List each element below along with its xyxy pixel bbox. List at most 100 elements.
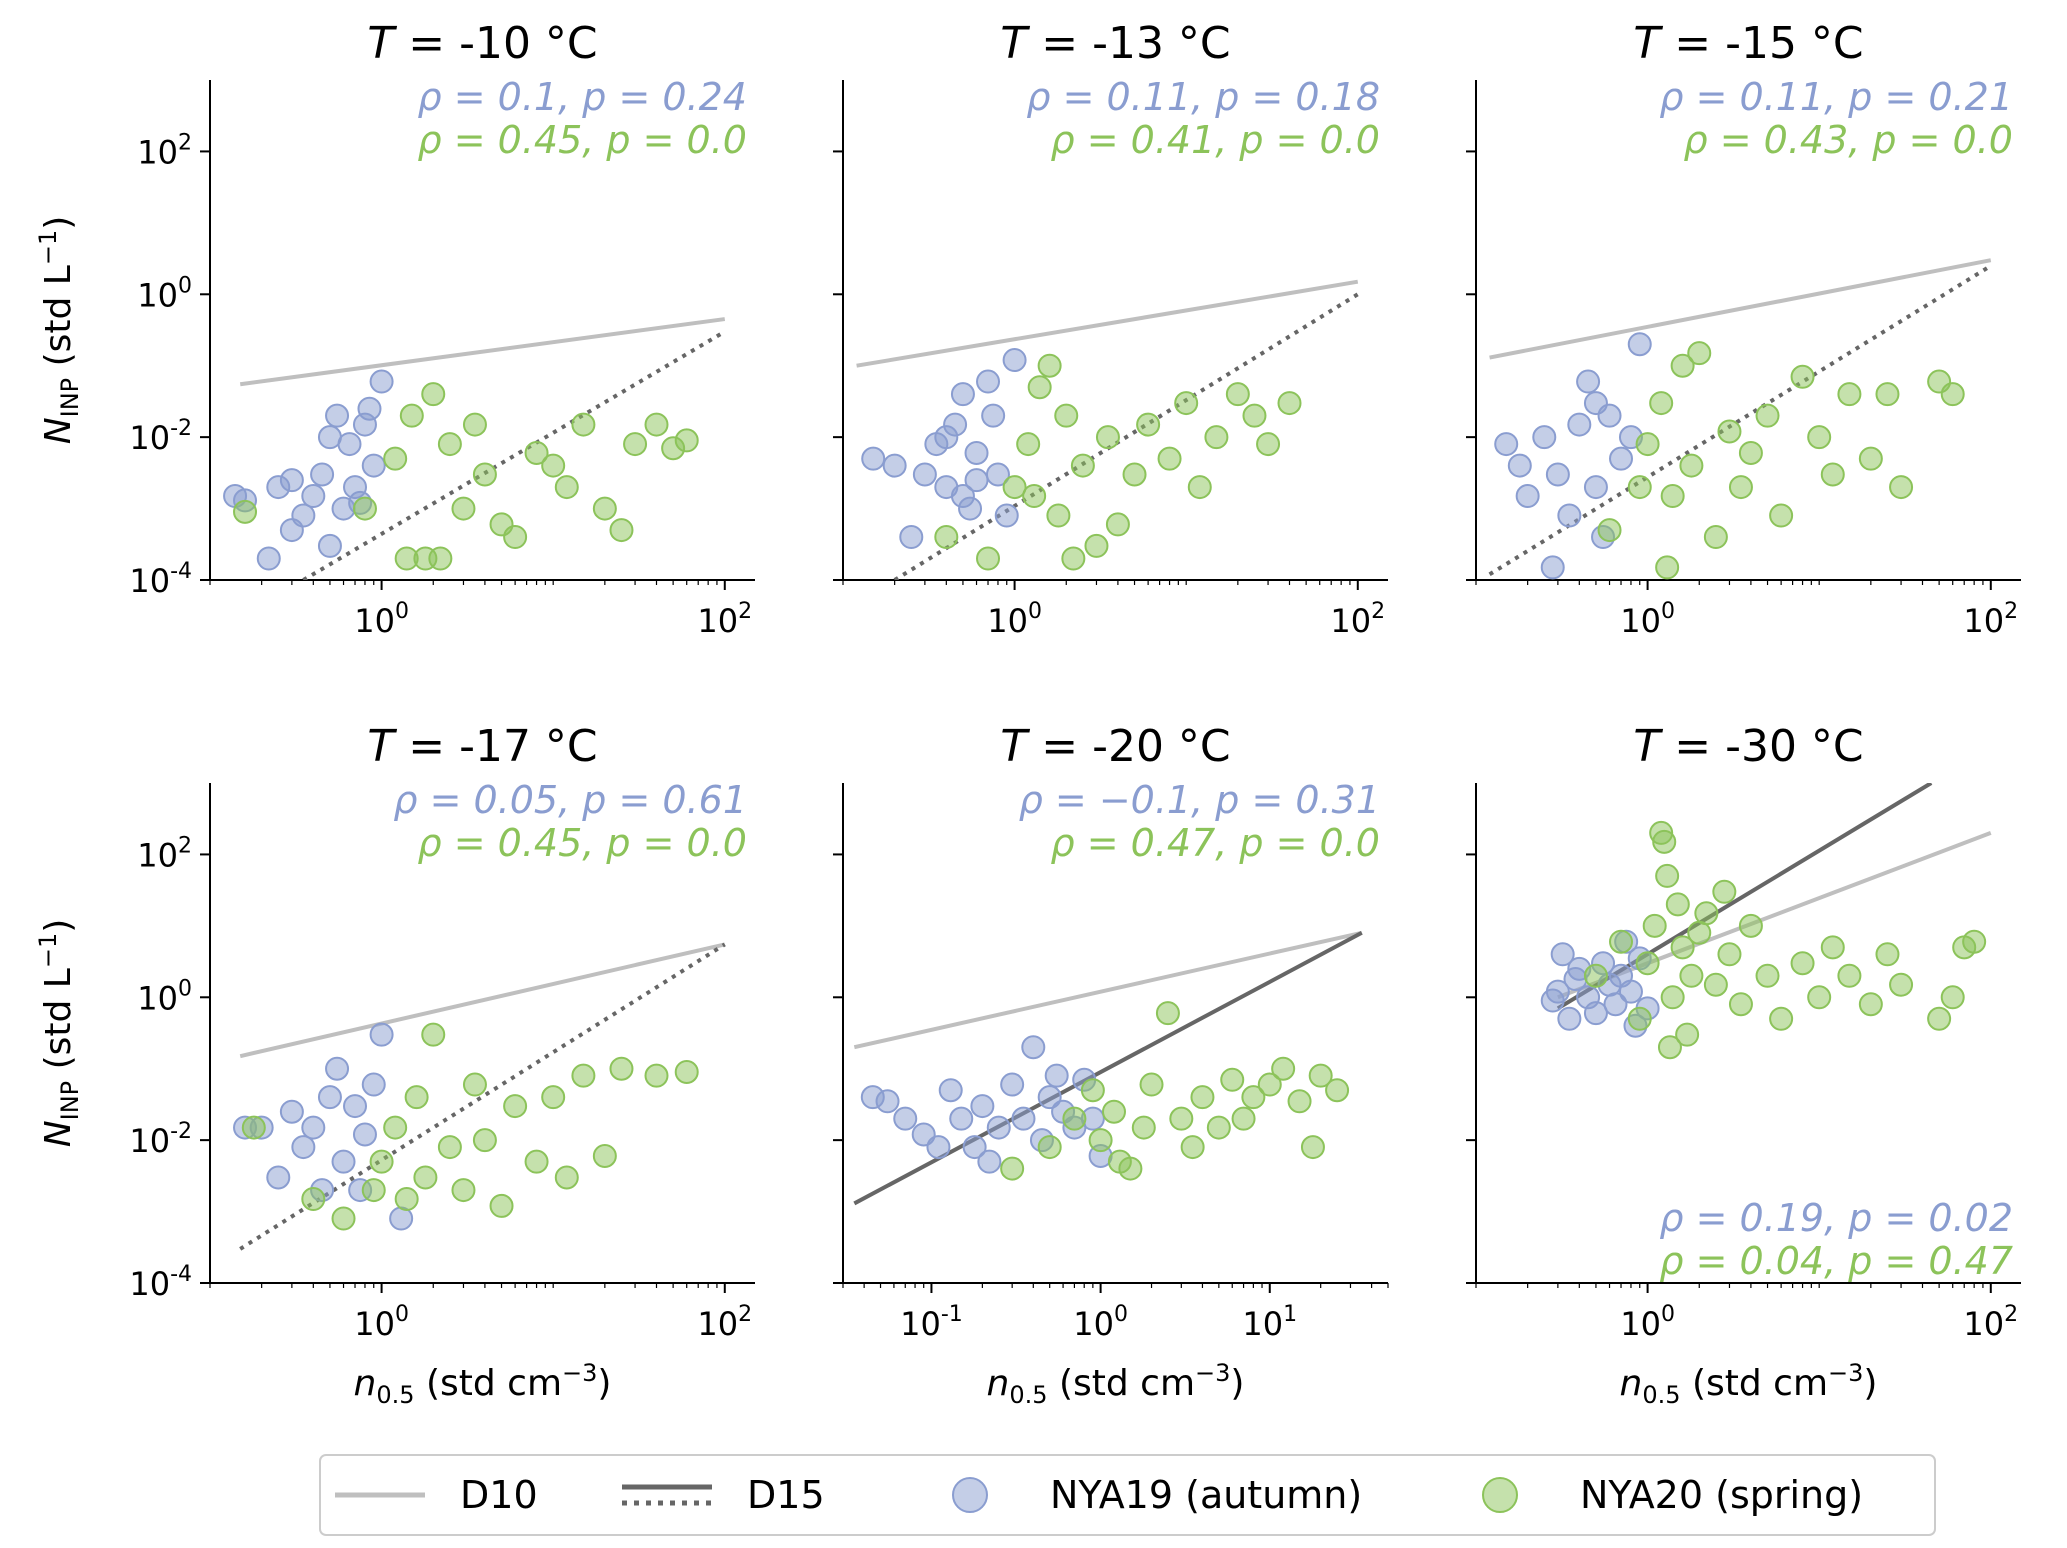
spring-point	[1660, 483, 1685, 508]
spring-point	[1807, 425, 1832, 450]
autumn-point	[256, 546, 281, 571]
spring-point	[1875, 382, 1900, 407]
autumn-point	[875, 1089, 900, 1114]
autumn-point	[1563, 967, 1588, 992]
x-tick-label: 102	[1963, 1302, 2018, 1343]
spring-point	[1180, 1135, 1205, 1160]
spring-point	[1927, 1006, 1952, 1031]
spring-point	[1157, 446, 1182, 471]
spring-point	[383, 1115, 408, 1140]
autumn-point	[357, 396, 382, 421]
autumn-point	[1540, 988, 1565, 1013]
spring-point	[394, 546, 419, 571]
autumn-point	[1002, 348, 1027, 373]
panel-title-value: = -20 °C	[1027, 721, 1230, 772]
x-label-sub: 0.5	[376, 1381, 414, 1409]
y-axis-label-group: NINP (std L−1)	[34, 919, 84, 1148]
reference-lines	[1488, 258, 1992, 577]
spring-point	[1002, 475, 1027, 500]
autumn-point	[352, 1122, 377, 1147]
spring-point	[1670, 353, 1695, 378]
spring-point	[1694, 901, 1719, 926]
autumn-point	[1515, 483, 1540, 508]
panel-title-value: = -30 °C	[1660, 721, 1863, 772]
spring-point	[1820, 935, 1845, 960]
spring-point	[1300, 1135, 1325, 1160]
y-label-unit: (std L	[38, 968, 79, 1081]
spring-point	[1204, 425, 1229, 450]
y-tick-base: 10	[129, 1122, 170, 1160]
spring-point	[451, 1178, 476, 1203]
x-tick-label: 100	[1620, 1302, 1675, 1343]
spring-point	[1095, 425, 1120, 450]
spring-point	[1037, 353, 1062, 378]
x-tick-label: 102	[1330, 599, 1385, 640]
stat-text: ρ = −0.1, p = 0.31	[1019, 778, 1380, 822]
spring-point	[976, 546, 1001, 571]
spring-point	[428, 546, 453, 571]
spring-point	[541, 453, 566, 478]
autumn-point	[317, 1085, 342, 1110]
x-tick-exponent: 0	[1661, 599, 1675, 624]
y-axis-label: NINP (std L−1)	[34, 216, 84, 445]
panel-title-variable: T	[1633, 721, 1663, 772]
x-tick-label: 100	[354, 1302, 409, 1343]
spring-point	[1670, 935, 1695, 960]
spring-point	[1655, 863, 1680, 888]
y-tick-label: 100	[137, 976, 192, 1017]
spring-point	[609, 518, 634, 543]
y-tick-base: 10	[137, 836, 178, 874]
autumn-point	[1550, 942, 1575, 967]
correlation-stat-spring: ρ = 0.04, p = 0.47	[1659, 1239, 2013, 1283]
spring-point	[331, 1206, 356, 1231]
spring-point	[1858, 446, 1883, 471]
y-tick-label: 102	[137, 130, 192, 171]
spring-point	[489, 1193, 514, 1218]
spring-point	[1242, 403, 1267, 428]
spring-point	[623, 432, 648, 457]
x-label-sub: 0.5	[1009, 1381, 1047, 1409]
y-label-unit-sup: −1	[34, 230, 62, 265]
x-tick-exponent: 2	[1371, 599, 1385, 624]
spring-point	[1583, 963, 1608, 988]
y-tick-exponent: 0	[178, 976, 192, 1001]
spring-point	[1837, 382, 1862, 407]
spring-point	[1820, 462, 1845, 487]
x-axis-label: n0.5 (std cm−3)	[1620, 1359, 1878, 1409]
y-tick-exponent: -2	[170, 416, 192, 441]
autumn-point	[331, 1149, 356, 1174]
autumn-point	[1557, 1006, 1582, 1031]
d10-line	[1489, 258, 1992, 360]
autumn-point	[361, 453, 386, 478]
spring-point	[1155, 1001, 1180, 1026]
x-tick-label: 102	[697, 1302, 752, 1343]
autumn-point	[369, 369, 394, 394]
spring-point	[1287, 1089, 1312, 1114]
y-label-unit: (std L	[38, 265, 79, 378]
x-axis-label: n0.5 (std cm−3)	[987, 1359, 1245, 1409]
y-tick-base: 10	[137, 979, 178, 1017]
d15-line	[1488, 264, 1992, 577]
spring-point	[1940, 382, 1965, 407]
y-tick-exponent: 2	[178, 130, 192, 155]
x-tick-label: 100	[354, 599, 409, 640]
legend-item-spring: NYA20 (spring)	[1482, 1473, 1863, 1517]
autumn-point	[1557, 503, 1582, 528]
spring-point	[413, 1165, 438, 1190]
x-tick-base: 10	[1620, 1305, 1661, 1343]
autumn-point	[1583, 475, 1608, 500]
y-tick-base: 10	[129, 562, 170, 600]
legend-label-text: D15	[747, 1473, 825, 1517]
y-tick-exponent: 2	[178, 833, 192, 858]
spring-point	[1609, 929, 1634, 954]
y-axis-label-group: NINP (std L−1)	[34, 216, 84, 445]
y-axis-label: NINP (std L−1)	[34, 919, 84, 1148]
x-tick-base: 10	[697, 602, 738, 640]
autumn-point	[981, 403, 1006, 428]
x-label-unit-sup: −3	[562, 1359, 597, 1387]
panel-title-variable: T	[1000, 721, 1030, 772]
x-tick-base: 10	[900, 1305, 941, 1343]
correlation-stat-autumn: ρ = 0.11, p = 0.21	[1659, 75, 2013, 119]
